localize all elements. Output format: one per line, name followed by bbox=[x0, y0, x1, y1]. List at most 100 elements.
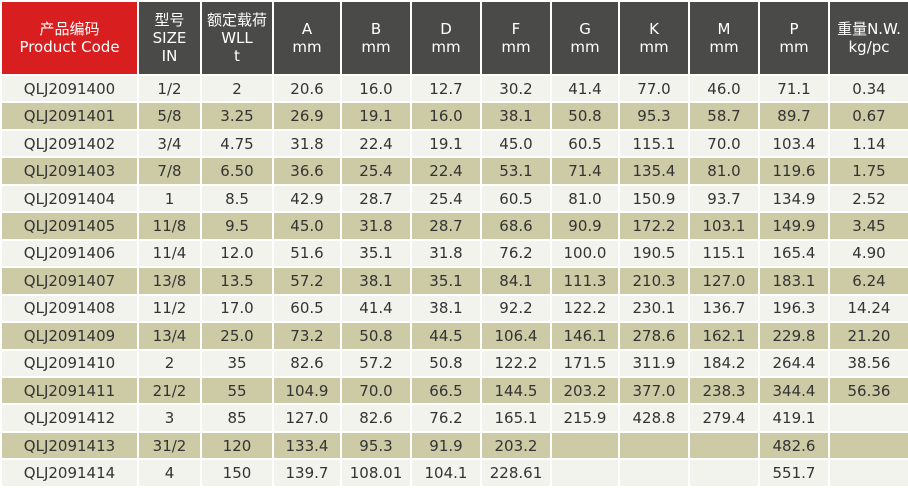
table-cell: 76.2 bbox=[480, 238, 552, 269]
table-cell: 146.1 bbox=[550, 321, 620, 351]
table-cell: 12.0 bbox=[200, 238, 274, 269]
table-row: QLJ2091406 11/4 12.0 51.6 35.1 31.8 76.2 100.0 1… bbox=[0, 238, 908, 269]
table-cell: QLJ2091414 bbox=[0, 458, 139, 488]
header-text: mm bbox=[292, 38, 322, 56]
header-text: mm bbox=[779, 38, 809, 56]
table-cell: 4.90 bbox=[828, 238, 908, 269]
table-cell: 90.9 bbox=[550, 211, 620, 241]
table-cell: 16.0 bbox=[410, 101, 482, 131]
table-cell: 103.4 bbox=[758, 128, 830, 159]
table-cell: 50.8 bbox=[550, 101, 620, 131]
table-cell: 26.9 bbox=[272, 101, 342, 131]
table-cell: 150 bbox=[200, 458, 274, 488]
table-cell: 20.6 bbox=[272, 73, 342, 104]
table-cell: 60.5 bbox=[550, 128, 620, 159]
table-cell: 70.0 bbox=[340, 375, 412, 406]
table-cell: 3 bbox=[137, 403, 202, 433]
table-cell: 3.25 bbox=[200, 101, 274, 131]
header-text: mm bbox=[570, 38, 600, 56]
table-cell: 104.9 bbox=[272, 375, 342, 406]
table-cell: 9.5 bbox=[200, 211, 274, 241]
table-cell: 120 bbox=[200, 430, 274, 461]
header-text: mm bbox=[501, 38, 531, 56]
table-cell: 428.8 bbox=[618, 403, 690, 433]
table-cell: 25.4 bbox=[410, 183, 482, 214]
table-cell: 6.24 bbox=[828, 266, 908, 296]
table-cell: 84.1 bbox=[480, 266, 552, 296]
table-cell: 0.34 bbox=[828, 73, 908, 104]
table-cell: 22.4 bbox=[340, 128, 412, 159]
table-cell: 17.0 bbox=[200, 293, 274, 324]
table-cell: 38.1 bbox=[410, 293, 482, 324]
header-text: WLL bbox=[221, 29, 253, 47]
table-cell: 184.2 bbox=[688, 348, 760, 379]
table-cell: 31.8 bbox=[272, 128, 342, 159]
table-cell: 3.45 bbox=[828, 211, 908, 241]
table-cell: 6.50 bbox=[200, 156, 274, 186]
table-cell: 82.6 bbox=[272, 348, 342, 379]
table-cell: QLJ2091405 bbox=[0, 211, 139, 241]
table-cell: 31/2 bbox=[137, 430, 202, 461]
table-cell: 25.4 bbox=[340, 156, 412, 186]
table-cell: 1.14 bbox=[828, 128, 908, 159]
header-text: mm bbox=[709, 38, 739, 56]
table-cell: 230.1 bbox=[618, 293, 690, 324]
table-cell: 31.8 bbox=[340, 211, 412, 241]
table-cell: 278.6 bbox=[618, 321, 690, 351]
table-cell: 42.9 bbox=[272, 183, 342, 214]
table-cell: 21/2 bbox=[137, 375, 202, 406]
table-cell: 25.0 bbox=[200, 321, 274, 351]
table-cell: 68.6 bbox=[480, 211, 552, 241]
table-cell: 2 bbox=[137, 348, 202, 379]
table-cell: 482.6 bbox=[758, 430, 830, 461]
header-text: K bbox=[649, 20, 659, 38]
table-cell: 57.2 bbox=[340, 348, 412, 379]
table-cell: 228.61 bbox=[480, 458, 552, 488]
table-cell: 95.3 bbox=[618, 101, 690, 131]
table-cell: 35.1 bbox=[410, 266, 482, 296]
table-cell bbox=[550, 458, 620, 488]
table-cell bbox=[828, 430, 908, 461]
table-cell: QLJ2091411 bbox=[0, 375, 139, 406]
table-cell: 30.2 bbox=[480, 73, 552, 104]
table-row: QLJ2091409 13/4 25.0 73.2 50.8 44.5 106.4 146.1… bbox=[0, 321, 908, 351]
header-text: M bbox=[717, 20, 731, 38]
table-cell: 41.4 bbox=[340, 293, 412, 324]
table-cell: 11/4 bbox=[137, 238, 202, 269]
table-cell: 57.2 bbox=[272, 266, 342, 296]
table-cell: 183.1 bbox=[758, 266, 830, 296]
table-cell: 50.8 bbox=[340, 321, 412, 351]
table-cell: 82.6 bbox=[340, 403, 412, 433]
header-text: D bbox=[440, 20, 452, 38]
header-cell: 额定载荷 WLL t bbox=[200, 0, 274, 76]
table-cell: QLJ2091402 bbox=[0, 128, 139, 159]
table-cell: 144.5 bbox=[480, 375, 552, 406]
table-cell: 229.8 bbox=[758, 321, 830, 351]
table-cell: 377.0 bbox=[618, 375, 690, 406]
header-text: mm bbox=[639, 38, 669, 56]
header-text: F bbox=[511, 20, 521, 38]
table-cell: 4.75 bbox=[200, 128, 274, 159]
table-cell: 66.5 bbox=[410, 375, 482, 406]
table-cell: 279.4 bbox=[688, 403, 760, 433]
table-cell: 41.4 bbox=[550, 73, 620, 104]
table-cell bbox=[828, 403, 908, 433]
header-cell: 重量N.W. kg/pc bbox=[828, 0, 908, 76]
table-row: QLJ2091408 11/2 17.0 60.5 41.4 38.1 92.2 122.2 2… bbox=[0, 293, 908, 324]
header-text: A bbox=[301, 20, 313, 38]
table-cell: 0.67 bbox=[828, 101, 908, 131]
table-cell: 93.7 bbox=[688, 183, 760, 214]
table-cell: 133.4 bbox=[272, 430, 342, 461]
table-cell: 58.7 bbox=[688, 101, 760, 131]
table-cell bbox=[550, 430, 620, 461]
header-text: t bbox=[234, 47, 240, 65]
table-cell: 12.7 bbox=[410, 73, 482, 104]
header-text: 型号 bbox=[154, 11, 185, 29]
table-cell: 122.2 bbox=[480, 348, 552, 379]
